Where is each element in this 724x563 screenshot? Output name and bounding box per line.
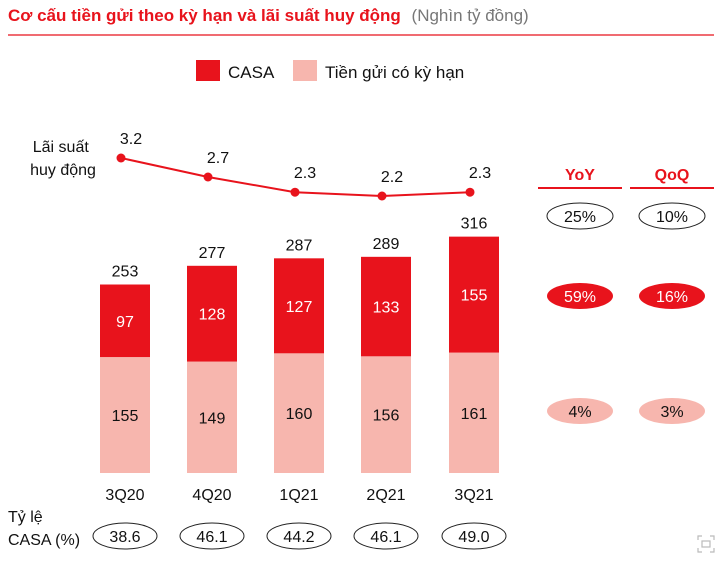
data-label-term-1Q21: 160: [286, 406, 313, 423]
rate-point-4Q20: [203, 172, 213, 182]
data-label-total-1Q21: 287: [286, 237, 313, 254]
growth-oval-2-yoy: [547, 398, 613, 424]
chart-subtitle: (Nghìn tỷ đồng): [412, 6, 529, 25]
rate-label-1Q21: 2.3: [294, 165, 316, 182]
data-label-total-4Q20: 277: [199, 245, 226, 262]
data-label-term-2Q21: 156: [373, 408, 400, 425]
data-label-casa-3Q20: 97: [116, 314, 134, 331]
expand-icon[interactable]: [697, 535, 715, 553]
casa-ratio-value-4Q20: 46.1: [196, 529, 227, 546]
rate-label: Lãi suất huy động: [30, 139, 96, 179]
bar-term-2Q21: [361, 356, 411, 473]
growth-oval-1-qoq: [639, 283, 705, 309]
data-label-term-3Q20: 155: [112, 408, 139, 425]
data-label-casa-2Q21: 133: [373, 300, 400, 317]
casa-ratio-value-2Q21: 46.1: [370, 529, 401, 546]
bar-casa-3Q21: [449, 236, 499, 353]
growth-oval-0-qoq: [638, 202, 706, 230]
legend-label-casa: CASA: [228, 63, 275, 82]
data-label-total-3Q21: 316: [461, 216, 488, 233]
chart-title-main: Cơ cấu tiền gửi theo kỳ hạn và lãi suất …: [8, 6, 401, 25]
data-label-total-2Q21: 289: [373, 236, 400, 253]
bar-term-1Q21: [274, 353, 324, 473]
casa-ratio-value-3Q20: 38.6: [109, 529, 140, 546]
bar-casa-2Q21: [361, 256, 411, 357]
rate-label-3Q20: 3.2: [120, 131, 142, 148]
legend-swatch-casa: [196, 60, 220, 81]
bar-term-4Q20: [187, 361, 237, 473]
growth-value-1-yoy: 59%: [564, 289, 596, 306]
growth-value-2-yoy: 4%: [568, 404, 591, 421]
data-label-total-3Q20: 253: [112, 264, 139, 281]
x-tick-3Q20: 3Q20: [105, 487, 144, 504]
growth-value-0-qoq: 10%: [656, 209, 688, 226]
rate-point-3Q20: [116, 153, 126, 163]
bar-casa-1Q21: [274, 258, 324, 354]
casa-ratio-value-1Q21: 44.2: [283, 529, 314, 546]
rate-point-3Q21: [465, 187, 475, 197]
rate-label-4Q20: 2.7: [207, 150, 229, 167]
data-label-term-3Q21: 161: [461, 406, 488, 423]
data-label-term-4Q20: 149: [199, 410, 226, 427]
data-label-casa-3Q21: 155: [461, 288, 488, 305]
casa-ratio-oval-4Q20: [179, 522, 245, 550]
rate-label-2Q21: 2.2: [381, 169, 403, 186]
bar-casa-4Q20: [187, 265, 237, 362]
casa-ratio-oval-2Q21: [353, 522, 419, 550]
growth-oval-0-yoy: [546, 202, 614, 230]
casa-ratio-oval-3Q20: [92, 522, 158, 550]
data-label-casa-1Q21: 127: [286, 299, 313, 316]
x-tick-3Q21: 3Q21: [454, 487, 493, 504]
x-tick-2Q21: 2Q21: [366, 487, 405, 504]
bar-casa-3Q20: [100, 284, 150, 358]
bar-term-3Q21: [449, 352, 499, 473]
casa-ratio-label-line-1: Tỷ lệ: [8, 509, 43, 526]
growth-header-yoy: YoY: [565, 167, 595, 184]
casa-ratio-label: Tỷ lệ CASA (%): [8, 509, 80, 549]
casa-ratio-layer: 38.6 46.1 44.2 46.1 49.0: [92, 522, 507, 550]
bar-term-3Q20: [100, 357, 150, 473]
legend: CASA Tiền gửi có kỳ hạn: [196, 60, 464, 82]
legend-label-term: Tiền gửi có kỳ hạn: [325, 63, 464, 82]
legend-swatch-term: [293, 60, 317, 81]
growth-header-qoq: QoQ: [655, 167, 690, 184]
casa-ratio-oval-3Q21: [441, 522, 507, 550]
casa-ratio-oval-1Q21: [266, 522, 332, 550]
growth-oval-2-qoq: [639, 398, 705, 424]
growth-value-0-yoy: 25%: [564, 209, 596, 226]
rate-point-2Q21: [377, 191, 387, 201]
rate-label-line-1: Lãi suất: [33, 139, 90, 156]
casa-ratio-value-3Q21: 49.0: [458, 529, 489, 546]
bars-layer: 155 97 253 3Q20 149 128 277 4Q20 160 127 287 1Q21 15…: [100, 216, 499, 504]
rate-label-3Q21: 2.3: [469, 165, 491, 182]
chart-title: Cơ cấu tiền gửi theo kỳ hạn và lãi suất …: [8, 6, 529, 25]
growth-table: YoY QoQ 25% 10% 59% 16% 4% 3%: [538, 167, 714, 424]
growth-value-1-qoq: 16%: [656, 289, 688, 306]
data-label-casa-4Q20: 128: [199, 307, 226, 324]
x-tick-4Q20: 4Q20: [192, 487, 231, 504]
rate-line-layer: 3.2 2.7 2.3 2.2 2.3: [116, 131, 491, 201]
casa-ratio-label-line-2: CASA (%): [8, 532, 80, 549]
rate-label-line-2: huy động: [30, 162, 96, 179]
rate-point-1Q21: [290, 187, 300, 197]
growth-value-2-qoq: 3%: [660, 404, 683, 421]
x-tick-1Q21: 1Q21: [279, 487, 318, 504]
growth-oval-1-yoy: [547, 283, 613, 309]
